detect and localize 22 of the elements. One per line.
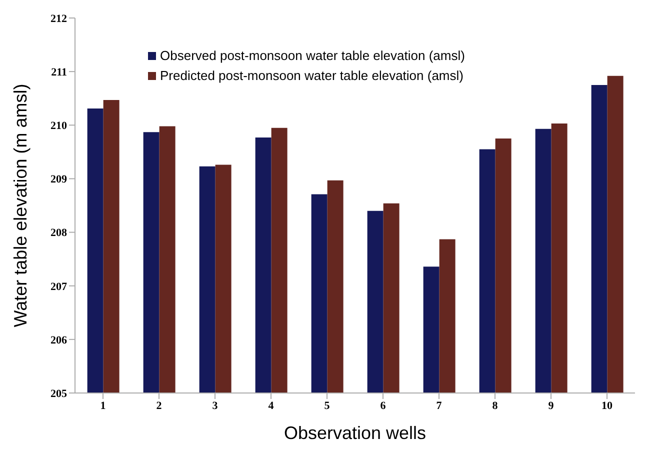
x-axis-title: Observation wells — [284, 423, 426, 443]
x-tick-label: 1 — [100, 400, 106, 412]
x-tick-label: 3 — [212, 400, 218, 412]
y-tick-label: 212 — [50, 12, 68, 25]
y-tick-label: 210 — [50, 120, 68, 132]
x-tick-label: 10 — [602, 400, 613, 412]
x-tick-label: 9 — [548, 400, 554, 412]
x-tick-label: 6 — [380, 400, 386, 412]
y-tick-label: 211 — [51, 66, 67, 78]
y-tick-label: 205 — [50, 388, 68, 400]
x-tick-label: 2 — [156, 400, 162, 412]
y-axis-title: Water table elevation (m amsl) — [10, 84, 30, 328]
y-tick-label: 209 — [50, 174, 68, 186]
legend-label: Predicted post-monsoon water table elevation (amsl) — [160, 67, 464, 85]
y-tick-label: 208 — [50, 227, 68, 240]
y-tick-label: 206 — [50, 334, 68, 346]
y-tick-label: 207 — [50, 280, 68, 293]
x-tick-label: 5 — [324, 400, 330, 412]
x-tick-label: 7 — [436, 400, 442, 412]
legend-label: Observed post-monsoon water table elevation (amsl) — [160, 47, 465, 65]
x-tick-label: 8 — [492, 400, 498, 412]
x-tick-label: 4 — [268, 400, 274, 412]
